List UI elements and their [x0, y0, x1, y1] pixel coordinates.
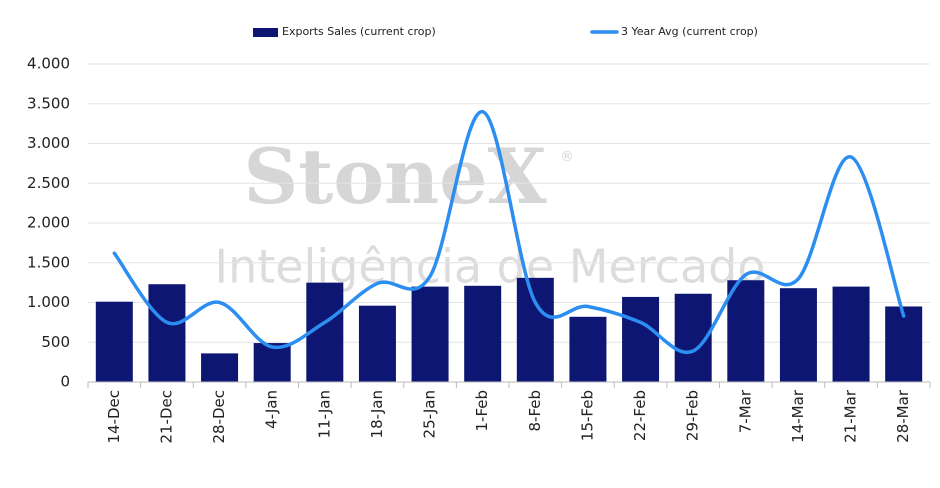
bar	[727, 280, 765, 382]
x-tick-label: 29-Feb	[684, 390, 702, 441]
x-tick-label: 28-Dec	[210, 390, 228, 444]
y-tick-label: 500	[41, 333, 70, 351]
bar	[358, 305, 396, 382]
x-tick-label: 15-Feb	[578, 390, 596, 441]
bar	[622, 296, 660, 382]
x-tick-label: 14-Dec	[105, 390, 123, 444]
bar	[201, 353, 239, 382]
x-tick-label: 21-Mar	[842, 389, 860, 443]
x-tick-label: 1-Feb	[473, 390, 491, 432]
watermark-brand: StoneX	[243, 132, 546, 221]
watermark-mark: ®	[560, 149, 574, 165]
bar	[779, 288, 817, 382]
bar	[95, 301, 133, 382]
bar	[411, 286, 449, 382]
y-tick-label: 3.000	[27, 134, 70, 152]
y-tick-label: 1.500	[27, 253, 70, 271]
bar	[569, 316, 607, 382]
line	[112, 109, 906, 355]
legend-label: Exports Sales (current crop)	[282, 25, 436, 38]
y-tick-label: 1.000	[27, 293, 70, 311]
x-tick-label: 4-Jan	[263, 390, 281, 429]
bar	[464, 285, 502, 382]
watermark-tagline: Inteligência de Mercado	[215, 240, 766, 294]
x-tick-label: 21-Dec	[157, 390, 175, 444]
y-tick-label: 3.500	[27, 94, 70, 112]
y-tick-label: 4.000	[27, 55, 70, 73]
x-tick-label: 25-Jan	[421, 390, 439, 438]
y-tick-label: 0	[60, 373, 70, 391]
legend-swatch	[253, 28, 278, 37]
bar	[832, 286, 870, 382]
x-tick-label: 7-Mar	[736, 389, 754, 433]
bar	[253, 343, 291, 382]
y-tick-label: 2.000	[27, 214, 70, 232]
bar	[148, 284, 186, 382]
x-tick-label: 11-Jan	[315, 390, 333, 438]
y-tick-label: 2.500	[27, 174, 70, 192]
bar	[516, 277, 554, 382]
x-tick-label: 14-Mar	[789, 389, 807, 443]
x-tick-label: 8-Feb	[526, 390, 544, 432]
x-tick-label: 28-Mar	[894, 389, 912, 443]
x-tick-label: 18-Jan	[368, 390, 386, 438]
bar	[885, 306, 923, 382]
legend-label: 3 Year Avg (current crop)	[621, 25, 758, 38]
x-tick-label: 22-Feb	[631, 390, 649, 441]
